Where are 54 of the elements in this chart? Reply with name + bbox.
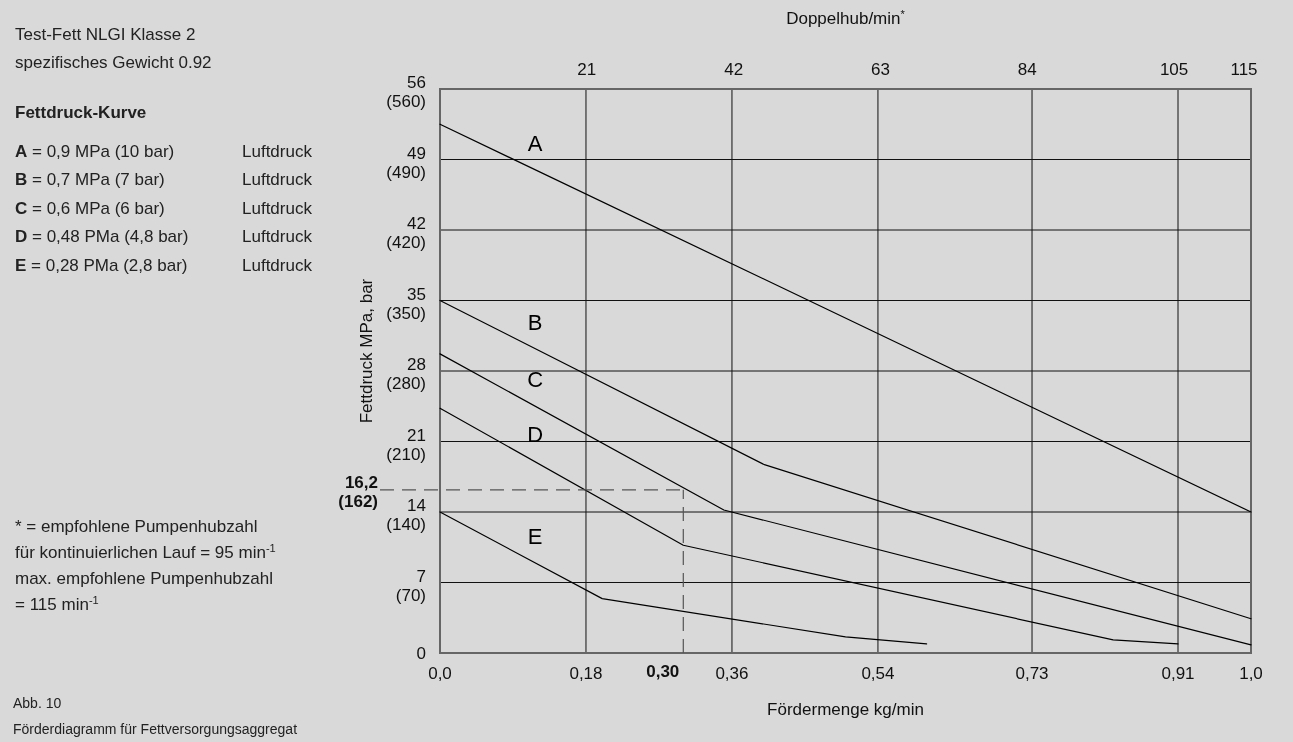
caption: Abb. 10 xyxy=(13,695,62,711)
y2-tick-label: (210) xyxy=(386,444,426,464)
ref-line-label: 16,2 (162) xyxy=(338,472,378,511)
text: E = 0,28 PMa (2,8 bar) Luftdruck xyxy=(15,255,312,275)
y2-tick-label: (490) xyxy=(386,162,426,182)
x2-tick-label: 63 xyxy=(871,60,890,79)
x-tick-label: 0,18 xyxy=(569,664,603,683)
x-tick-label: 0,73 xyxy=(1015,664,1049,683)
y-tick-label: 56 xyxy=(407,73,426,92)
series-label: A xyxy=(527,130,543,156)
y-tick-label: 21 xyxy=(407,425,426,445)
series-label: C xyxy=(527,366,544,392)
ref-line-label: 0,30 xyxy=(646,662,680,681)
y-tick-label: 49 xyxy=(407,143,426,163)
series-label: B xyxy=(527,309,543,335)
text: B = 0,7 MPa (7 bar) Luftdruck xyxy=(15,170,312,189)
text: für kontinuierlichen Lauf = 95 min$^{-1}$ xyxy=(15,542,276,562)
y2-tick-label: (140) xyxy=(386,515,426,534)
text: spezifisches Gewicht 0.92 xyxy=(15,53,212,72)
x2-tick-label: 105 xyxy=(1159,60,1189,79)
text: max. empfohlene Pumpenhubzahl xyxy=(15,569,273,588)
x-tick-label: 0,54 xyxy=(861,664,895,683)
series-label: D xyxy=(527,422,544,448)
y2-tick-label: (280) xyxy=(386,374,426,393)
text: D = 0,48 PMa (4,8 bar) Luftdruck xyxy=(15,227,312,246)
y2-axis-title: Fettdruck MPa, bar xyxy=(357,278,376,424)
text: = 115 min$^{-1}$ xyxy=(15,594,99,614)
x2-tick-label: 42 xyxy=(724,60,744,79)
text: Förderdiagramm für Fettversorgungsaggregat xyxy=(13,721,298,737)
x-tick-label: 0,0 xyxy=(428,664,452,683)
y-tick-label: 14 xyxy=(407,496,426,515)
x-tick-label: 0,36 xyxy=(715,664,749,683)
y-tick-label: 28 xyxy=(407,355,426,374)
x2-tick-label: 84 xyxy=(1017,60,1037,79)
text: C = 0,6 MPa (6 bar) Luftdruck xyxy=(15,198,312,218)
text: A = 0,9 MPa (10 bar) Luftdruck xyxy=(15,141,312,161)
x-tick-label: 0,91 xyxy=(1161,664,1195,683)
x2-tick-label: 115 xyxy=(1230,60,1258,79)
x-tick-label: 1,0 xyxy=(1239,664,1263,683)
text: Fettdruck-Kurve xyxy=(15,103,147,122)
text: * = empfohlene Pumpenhubzahl xyxy=(15,517,258,536)
x2-axis-title: Doppelhub/min$^{*}$ xyxy=(786,8,906,28)
x2-tick-label: 21 xyxy=(577,60,597,79)
y-tick-label: 35 xyxy=(407,284,426,304)
y-tick-label: 7 xyxy=(416,566,426,586)
y-tick-label: 0 xyxy=(416,644,426,663)
y2-tick-label: (560) xyxy=(386,92,426,111)
series-label: E xyxy=(527,523,543,549)
text: Test-Fett NLGI Klasse 2 xyxy=(15,25,196,44)
y2-tick-label: (420) xyxy=(386,233,426,252)
x-axis-title: Fördermenge kg/min xyxy=(767,700,924,719)
y-tick-label: 42 xyxy=(407,214,426,233)
y2-tick-label: (350) xyxy=(386,303,426,323)
y2-tick-label: (70) xyxy=(395,585,426,605)
